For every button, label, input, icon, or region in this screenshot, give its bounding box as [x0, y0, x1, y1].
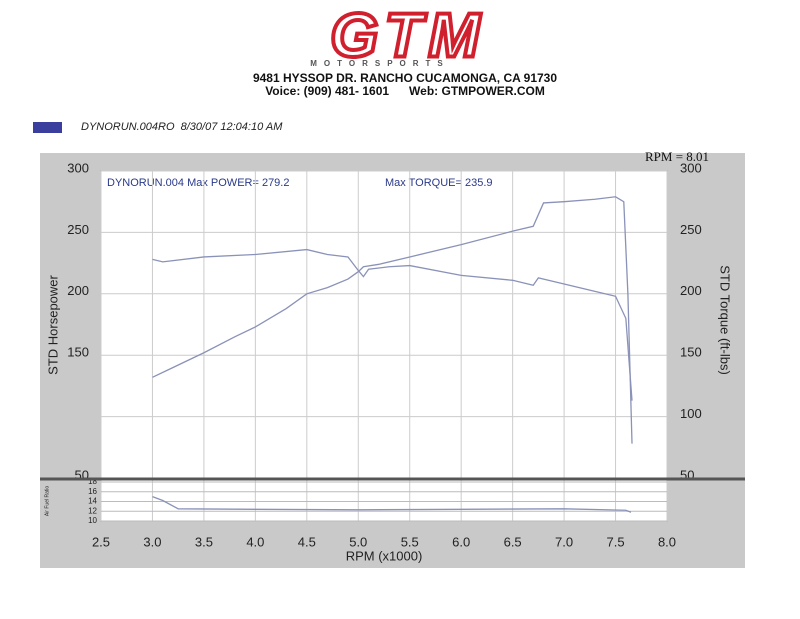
data-line	[152, 196, 633, 444]
y-tick-label: 300	[67, 160, 89, 175]
y-axis-label: STD Horsepower	[45, 274, 60, 374]
y2-axis-label: STD Torque (ft-lbs)	[718, 265, 733, 375]
x-tick-label: 6.5	[504, 534, 522, 549]
y-tick-label: 200	[67, 283, 89, 298]
x-tick-label: 2.5	[92, 534, 110, 549]
logo: GTM	[330, 1, 486, 70]
afr-tick-label: 16	[88, 487, 97, 496]
y-tick-label: 250	[67, 222, 89, 237]
y2-tick-label: 100	[680, 406, 702, 421]
x-tick-label: 7.0	[555, 534, 573, 549]
afr-axis-label: Air Fuel Ratio	[44, 486, 50, 517]
afr-tick-label: 14	[88, 497, 97, 506]
legend-label: DYNORUN.004RO 8/30/07 12:04:10 AM	[81, 121, 283, 133]
x-axis-label: RPM (x1000)	[346, 548, 423, 563]
x-tick-label: 3.0	[143, 534, 161, 549]
x-tick-label: 5.5	[401, 534, 419, 549]
x-tick-label: 3.5	[195, 534, 213, 549]
data-line	[152, 248, 633, 401]
address: 9481 HYSSOP DR. RANCHO CUCAMONGA, CA 917…	[253, 71, 557, 85]
x-tick-label: 8.0	[658, 534, 676, 549]
y2-tick-label: 250	[680, 222, 702, 237]
afr-tick-label: 18	[88, 477, 97, 486]
x-tick-label: 5.0	[349, 534, 367, 549]
x-tick-label: 4.0	[246, 534, 264, 549]
x-tick-label: 6.0	[452, 534, 470, 549]
afr-tick-label: 10	[88, 516, 97, 525]
annotation: DYNORUN.004 Max POWER= 279.2	[107, 177, 289, 189]
afr-tick-label: 12	[88, 506, 97, 515]
plot-area	[100, 170, 668, 522]
annotation: Max TORQUE= 235.9	[385, 177, 493, 189]
corner-label: RPM = 8.01	[645, 149, 709, 164]
legend-swatch	[33, 122, 62, 133]
data-line	[152, 496, 632, 513]
logo-subtitle: MOTORSPORTS	[310, 59, 450, 68]
x-tick-label: 7.5	[607, 534, 625, 549]
x-tick-label: 4.5	[298, 534, 316, 549]
y2-tick-label: 300	[680, 160, 702, 175]
y-tick-label: 150	[67, 345, 89, 360]
contact: Voice: (909) 481- 1601 Web: GTMPOWER.COM	[265, 84, 545, 98]
y2-tick-label: 200	[680, 283, 702, 298]
y2-tick-label: 150	[680, 345, 702, 360]
